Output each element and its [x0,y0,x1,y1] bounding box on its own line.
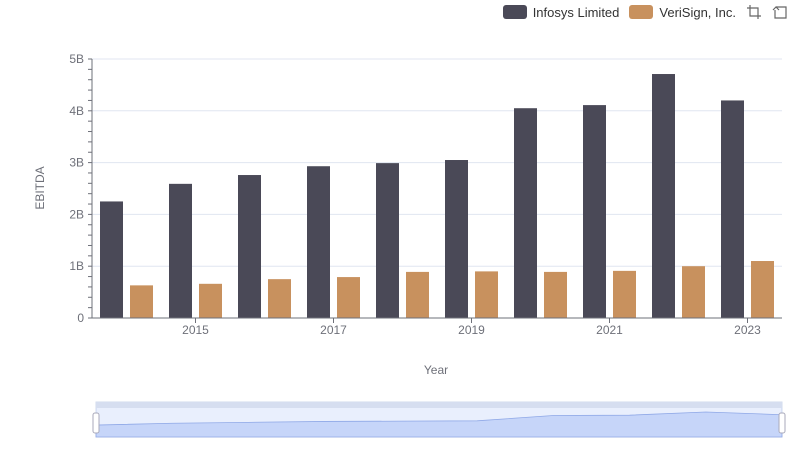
bar-verisign-inc-2018[interactable] [406,271,429,318]
data-zoom-selection[interactable] [96,408,782,437]
x-tick-label: 2017 [320,323,347,337]
y-axis: 0 1B 2B 3B 4B 5B [69,52,93,325]
y-tick-label: 0 [77,311,84,325]
data-zoom-top-bar[interactable] [96,402,782,408]
bar-infosys-limited-2014[interactable] [100,201,123,318]
bar-infosys-limited-2019[interactable] [445,160,468,318]
grid-lines [92,58,782,267]
legend-swatch-verisign [629,5,654,19]
data-zoom-preview [95,411,783,438]
y-axis-label: EBITDA [33,166,47,209]
x-tick-label: 2015 [182,323,209,337]
legend-item-infosys[interactable]: Infosys Limited [502,4,620,20]
bar-infosys-limited-2021[interactable] [583,105,606,319]
bar-verisign-inc-2014[interactable] [130,285,153,318]
bar-verisign-inc-2021[interactable] [613,270,636,318]
bar-infosys-limited-2018[interactable] [376,163,399,318]
x-tick-label: 2019 [458,323,485,337]
bar-verisign-inc-2019[interactable] [475,271,498,318]
x-axis-label: Year [424,363,448,377]
bar-verisign-inc-2015[interactable] [199,283,222,318]
y-tick-label: 5B [69,52,84,66]
y-tick-label: 4B [69,104,84,118]
bars [100,74,774,319]
restore-icon[interactable] [772,4,788,20]
y-tick-label: 2B [69,207,84,221]
data-zoom-slider[interactable] [92,401,786,438]
legend-label-infosys: Infosys Limited [532,4,620,20]
legend-label-verisign: VeriSign, Inc. [659,4,736,20]
bar-infosys-limited-2020[interactable] [514,108,537,319]
bar-verisign-inc-2022[interactable] [682,266,705,318]
data-zoom-handle-left[interactable] [92,412,100,434]
bar-verisign-inc-2016[interactable] [268,279,291,318]
y-tick-label: 1B [69,259,84,273]
bar-verisign-inc-2020[interactable] [544,271,567,318]
legend-swatch-infosys [502,5,527,19]
bar-infosys-limited-2015[interactable] [169,183,192,318]
data-zoom-handle-right[interactable] [778,412,786,434]
x-axis: 2015 2017 2019 2021 2023 [92,317,782,337]
x-tick-label: 2023 [734,323,761,337]
bar-verisign-inc-2023[interactable] [751,261,774,318]
bar-infosys-limited-2017[interactable] [307,166,330,318]
zoom-icon[interactable] [746,4,762,20]
bar-verisign-inc-2017[interactable] [337,277,360,318]
bar-infosys-limited-2023[interactable] [721,100,744,318]
legend-item-verisign[interactable]: VeriSign, Inc. [629,5,736,20]
x-tick-label: 2021 [596,323,623,337]
y-tick-label: 3B [69,156,84,170]
bar-infosys-limited-2016[interactable] [238,175,261,318]
bar-infosys-limited-2022[interactable] [652,74,675,318]
legend: Infosys Limited VeriSign, Inc. [502,4,788,20]
